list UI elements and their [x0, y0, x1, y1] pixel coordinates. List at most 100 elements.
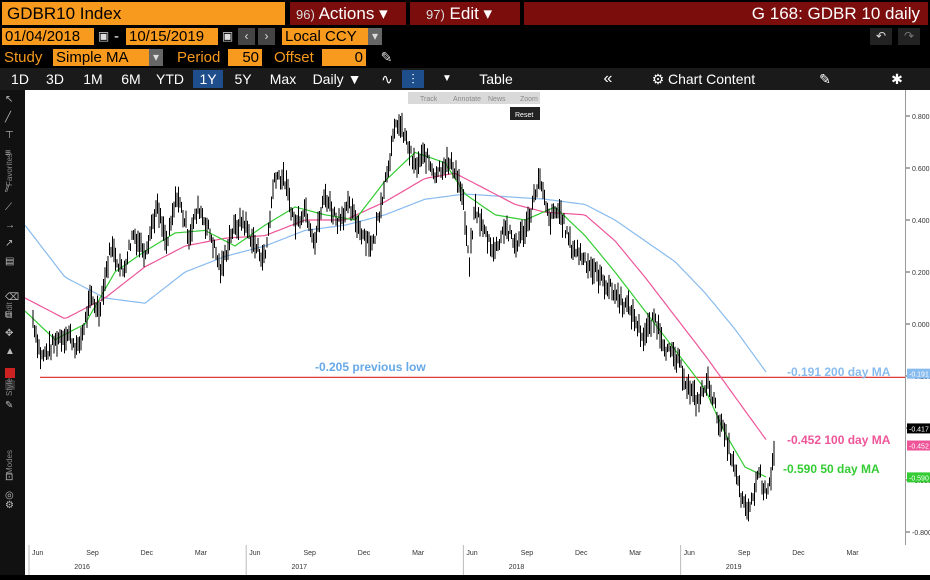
y-tick-label: 0.200 — [912, 270, 930, 277]
offset-label: Offset — [274, 49, 314, 66]
x-tick-label: Sep — [304, 550, 317, 557]
x-tick-label: Dec — [141, 550, 154, 557]
actions-menu[interactable]: 96) Actions ▾ — [290, 2, 406, 25]
x-tick-label: Jun — [32, 550, 43, 557]
study-bar: Study Simple MA ▾ Period 50 Offset 0 ✎ — [0, 46, 930, 68]
tab-6m[interactable]: 6M — [121, 71, 141, 87]
calendar-icon[interactable]: ▣ — [221, 28, 234, 45]
date-range-bar: 01/04/2018 ▣ - 10/15/2019 ▣ ‹ › Local CC… — [0, 27, 930, 46]
x-tick-label: Dec — [575, 550, 588, 557]
page-title: G 168: GDBR 10 daily — [524, 2, 928, 25]
actions-number: 96) — [296, 7, 315, 22]
study-select[interactable]: Simple MA — [53, 49, 149, 66]
calendar-icon[interactable]: ▣ — [97, 28, 110, 45]
tool-sidebar: ↖ ╱ ⊤ ≡ ⫽ ⟋ → ↗ ▤ ⌫ ⧉ ✥ ▲ ✎ ⊡ ◎ ⚙ Favori… — [0, 90, 25, 575]
bar-chart-icon[interactable]: ⫶ — [402, 70, 424, 88]
settings-icon: ⚙ — [5, 500, 14, 511]
tab-5y[interactable]: 5Y — [234, 71, 252, 87]
period-label: Period — [177, 49, 221, 66]
tab-max[interactable]: Max — [269, 71, 297, 87]
edit-chart-icon[interactable]: ✎ — [819, 71, 831, 87]
ma50-line — [24, 151, 767, 478]
line-chart-icon[interactable]: ∿ — [381, 71, 393, 87]
x-tick-label: Mar — [195, 550, 208, 557]
pencil-icon[interactable]: ✎ — [378, 49, 395, 66]
trend-icon: ⟋ — [5, 202, 12, 213]
channel-icon: ⫽ — [4, 184, 10, 195]
axis-badge-label: -0.452 — [909, 444, 929, 451]
ray-icon: → — [5, 220, 15, 231]
modes-label: Modes — [5, 450, 14, 474]
zoom-button: Zoom — [520, 96, 538, 103]
annotate-button: Annotate — [453, 96, 481, 103]
currency-field[interactable]: Local CCY — [282, 28, 368, 45]
tab-1y[interactable]: 1Y — [193, 70, 223, 88]
y-axis: 0.8000.6000.4000.2000.000-0.200-0.400-0.… — [905, 90, 930, 545]
collapse-icon[interactable]: « — [603, 70, 613, 87]
eraser-icon: ⌫ — [5, 292, 19, 303]
undo-icon[interactable]: ↶ — [870, 28, 892, 45]
end-date-field[interactable]: 10/15/2019 — [126, 28, 218, 45]
chevron-down-icon[interactable]: ▾ — [149, 49, 163, 66]
chart-plot-area[interactable]: Track Annotate News Zoom Reset -0.205 pr… — [24, 90, 905, 545]
measure-icon: ▤ — [5, 256, 14, 267]
prev-period-button[interactable]: ‹ — [238, 28, 255, 45]
start-date-field[interactable]: 01/04/2018 — [2, 28, 94, 45]
table-button[interactable]: Table — [479, 71, 513, 87]
x-tick-label: Jun — [466, 550, 477, 557]
tab-1m[interactable]: 1M — [83, 71, 103, 87]
chevron-down-icon[interactable]: ▼ — [442, 73, 452, 84]
edit-number: 97) — [426, 7, 445, 22]
range-dash: - — [114, 28, 119, 45]
chart-content-icon: ⚙ — [651, 71, 665, 87]
x-tick-label: Mar — [847, 550, 860, 557]
axis-badge — [907, 440, 930, 451]
x-tick-label: Mar — [629, 550, 642, 557]
x-year-label: 2018 — [509, 564, 525, 571]
next-period-button[interactable]: › — [258, 28, 275, 45]
frequency-select[interactable]: Daily ▼ — [312, 71, 362, 87]
redo-icon[interactable]: ↷ — [898, 28, 920, 45]
title-bar: GDBR10 Index 96) Actions ▾ 97) Edit ▾ G … — [0, 0, 930, 27]
x-tick-label: Jun — [684, 550, 695, 557]
tab-ytd[interactable]: YTD — [156, 71, 184, 87]
ma100-annotation: -0.452 100 day MA — [787, 433, 891, 447]
x-tick-label: Sep — [738, 550, 751, 557]
chart-toolbar: 1D 3D 1M 6M YTD 1Y 5Y Max Daily ▼ ∿ ⫶ ▼ … — [0, 68, 930, 90]
color-swatch — [5, 368, 15, 378]
x-year-label: 2017 — [292, 564, 308, 571]
edit-label: Edit — [5, 301, 14, 316]
axis-badge — [907, 368, 930, 379]
y-tick-label: 0.600 — [912, 166, 930, 173]
chart-svg[interactable]: Track Annotate News Zoom Reset -0.205 pr… — [24, 90, 905, 545]
tab-3d[interactable]: 3D — [46, 71, 64, 87]
brush-icon: ▲ — [5, 346, 15, 357]
plot-controls[interactable]: Track Annotate News Zoom Reset — [408, 92, 540, 120]
settings-gear-icon[interactable]: ✱ — [891, 71, 903, 87]
edit-label: Edit ▾ — [449, 4, 493, 23]
chart-content-button[interactable]: Chart Content — [668, 71, 756, 87]
ticker-field[interactable]: GDBR10 Index — [2, 2, 285, 25]
period-input[interactable]: 50 — [228, 49, 262, 66]
track-button: Track — [420, 96, 438, 103]
actions-label: Actions ▾ — [318, 4, 388, 23]
offset-input[interactable]: 0 — [322, 49, 366, 66]
tab-1d[interactable]: 1D — [11, 71, 29, 87]
ma50-annotation: -0.590 50 day MA — [783, 462, 880, 476]
chevron-down-icon[interactable]: ▾ — [368, 28, 382, 45]
sidebar-tools[interactable]: ↖ ╱ ⊤ ≡ ⫽ ⟋ → ↗ ▤ ⌫ ⧉ ✥ ▲ ✎ ⊡ ◎ ⚙ Favori… — [0, 90, 25, 575]
axis-badge — [907, 472, 930, 483]
style-label: Style — [5, 378, 14, 396]
axis-badge-label: -0.191 — [909, 372, 929, 379]
x-year-label: 2016 — [74, 564, 90, 571]
favorites-label: Favorites — [5, 153, 14, 186]
ma200-annotation: -0.191 200 day MA — [787, 365, 891, 379]
y-tick-label: 0.000 — [912, 322, 930, 329]
text-tool-icon: ⊤ — [5, 130, 14, 141]
edit-menu[interactable]: 97) Edit ▾ — [410, 2, 520, 25]
copy-icon: ⧉ — [5, 310, 12, 321]
plot-control-bar — [408, 92, 540, 104]
x-tick-label: Dec — [792, 550, 805, 557]
y-tick-label: 0.800 — [912, 114, 930, 121]
pointer-icon: ↖ — [5, 94, 13, 105]
